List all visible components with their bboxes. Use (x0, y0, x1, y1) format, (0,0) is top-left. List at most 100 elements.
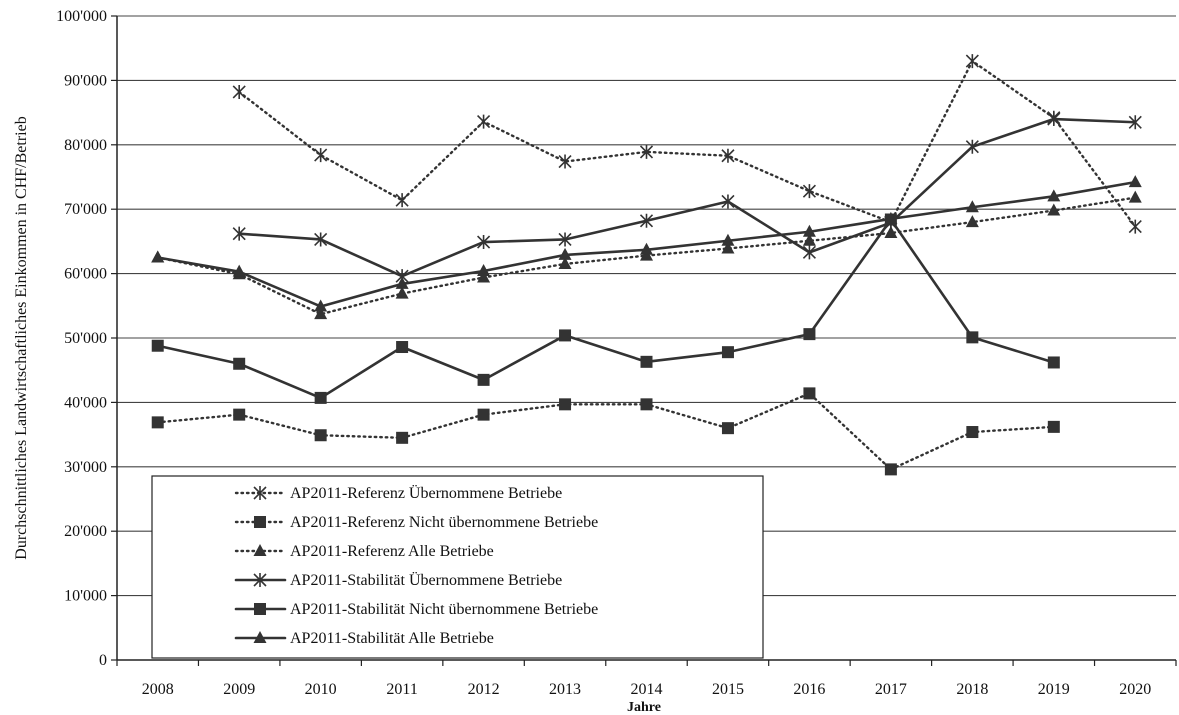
x-tick-label: 2009 (223, 681, 255, 698)
asterisk-marker (232, 84, 246, 99)
x-tick-label: 2017 (875, 681, 907, 698)
triangle-marker (1047, 189, 1061, 202)
y-tick-label: 20'000 (64, 523, 107, 540)
legend-label: AP2011-Stabilität Alle Betriebe (290, 630, 494, 647)
asterisk-marker (477, 114, 491, 129)
legend-entries: AP2011-Referenz Übernommene Betriebe AP20… (234, 484, 598, 647)
y-tick-label: 30'000 (64, 459, 107, 476)
triangle-marker (1128, 190, 1142, 203)
triangle-marker (965, 215, 979, 228)
series (232, 54, 1142, 234)
triangle-marker (558, 247, 572, 260)
x-tick-label: 2011 (386, 681, 417, 698)
asterisk-marker (1128, 115, 1142, 130)
asterisk-marker (558, 232, 572, 247)
y-tick-label: 10'000 (64, 588, 107, 605)
asterisk-marker (314, 232, 328, 247)
triangle-marker (253, 544, 267, 556)
series-lines (151, 54, 1142, 476)
legend-entry: AP2011-Stabilität Alle Betriebe (234, 630, 494, 647)
asterisk-marker (395, 193, 409, 208)
triangle-marker (802, 224, 816, 237)
y-tick-label: 40'000 (64, 394, 107, 411)
square-marker (640, 398, 653, 411)
x-tick-label: 2016 (793, 681, 825, 698)
legend-entry: AP2011-Referenz Alle Betriebe (234, 543, 494, 560)
x-tick-label: 2015 (712, 681, 744, 698)
series (151, 213, 1060, 404)
legend-label: AP2011-Referenz Alle Betriebe (290, 543, 494, 560)
asterisk-marker (965, 54, 979, 69)
x-tick-label: 2010 (305, 681, 337, 698)
legend-entry: AP2011-Referenz Übernommene Betriebe (234, 484, 562, 502)
asterisk-marker (802, 184, 816, 199)
legend-label: AP2011-Stabilität Übernommene Betriebe (290, 571, 562, 589)
x-axis-ticks: 2008 2009 2010 2011 2012 2013 2014 2015 2016 2017… (116, 660, 1177, 698)
x-axis-title: Jahre (627, 700, 661, 715)
legend-label: AP2011-Referenz Nicht übernommene Betrie… (290, 514, 598, 531)
square-marker (1047, 420, 1060, 433)
triangle-marker (395, 276, 409, 289)
triangle-marker (477, 264, 491, 277)
series (151, 387, 1060, 476)
square-marker (233, 357, 246, 370)
y-axis-title: Durchschnittliches Landwirtschaftliches … (13, 116, 30, 559)
triangle-marker (721, 241, 735, 254)
square-marker (396, 341, 409, 354)
square-marker (314, 429, 327, 442)
series-line (156, 218, 1056, 400)
x-tick-label: 2014 (631, 681, 663, 698)
triangle-marker (395, 286, 409, 299)
series-line (237, 117, 1137, 278)
square-marker (721, 422, 734, 435)
triangle-marker (253, 631, 267, 643)
triangle-marker (477, 270, 491, 283)
square-marker (151, 339, 164, 352)
series-line (237, 59, 1137, 228)
asterisk-marker (639, 144, 654, 159)
square-marker (151, 416, 164, 429)
triangle-marker (314, 307, 328, 320)
square-marker (233, 408, 246, 421)
square-marker (803, 328, 816, 341)
series (232, 112, 1142, 284)
legend-entry: AP2011-Stabilität Übernommene Betriebe (234, 571, 562, 589)
y-tick-label: 0 (99, 652, 107, 669)
series (151, 175, 1142, 312)
x-tick-label: 2013 (549, 681, 581, 698)
legend-label: AP2011-Referenz Übernommene Betriebe (290, 484, 562, 502)
asterisk-marker (1128, 219, 1142, 234)
square-marker (314, 391, 327, 404)
triangle-marker (232, 264, 246, 277)
x-tick-label: 2018 (956, 681, 988, 698)
y-tick-label: 50'000 (64, 330, 107, 347)
square-marker (477, 373, 490, 386)
triangle-marker (314, 299, 328, 312)
triangle-marker (884, 211, 898, 224)
triangle-marker (1128, 175, 1142, 188)
y-tick-label: 90'000 (64, 72, 107, 89)
y-axis-ticks: 0 10'000 20'000 30'000 40'000 50'000 60'000 70'… (56, 8, 117, 669)
triangle-marker (151, 250, 165, 263)
legend: AP2011-Referenz Übernommene Betriebe AP20… (151, 475, 764, 659)
square-marker (966, 426, 979, 439)
y-tick-label: 70'000 (64, 201, 107, 218)
x-tick-label: 2019 (1038, 681, 1070, 698)
asterisk-marker (253, 486, 267, 500)
square-marker (559, 398, 572, 411)
asterisk-marker (232, 226, 246, 241)
asterisk-marker (314, 148, 328, 163)
triangle-marker (884, 226, 898, 239)
asterisk-marker (721, 194, 735, 209)
legend-entry: AP2011-Referenz Nicht übernommene Betrie… (234, 514, 598, 531)
legend-label: AP2011-Stabilität Nicht übernommene Betr… (290, 601, 598, 618)
square-marker (477, 408, 490, 421)
series (151, 190, 1142, 320)
asterisk-marker (477, 235, 491, 250)
y-tick-label: 60'000 (64, 266, 107, 283)
legend-box (151, 475, 764, 659)
triangle-marker (558, 256, 572, 269)
y-tick-label: 100'000 (56, 8, 107, 25)
triangle-marker (802, 233, 816, 246)
legend-entry: AP2011-Stabilität Nicht übernommene Betr… (234, 601, 598, 618)
